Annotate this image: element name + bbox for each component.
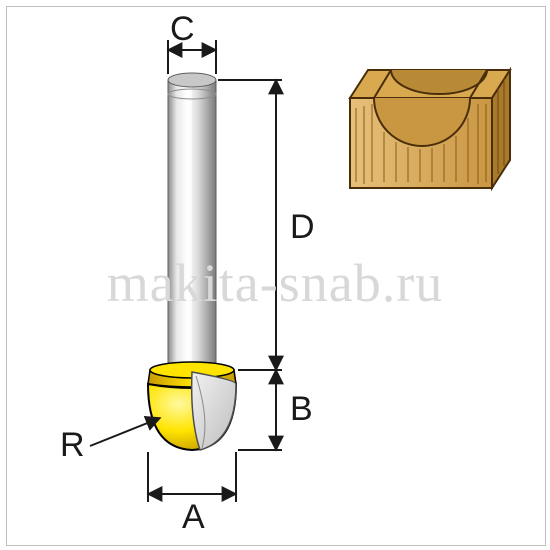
label-b: B bbox=[290, 392, 313, 426]
watermark-text: makita-snab.ru bbox=[0, 252, 550, 314]
label-r: R bbox=[60, 428, 85, 462]
label-d: D bbox=[290, 210, 315, 244]
wood-block bbox=[350, 70, 510, 188]
label-c: C bbox=[170, 12, 195, 46]
label-a: A bbox=[182, 500, 205, 534]
